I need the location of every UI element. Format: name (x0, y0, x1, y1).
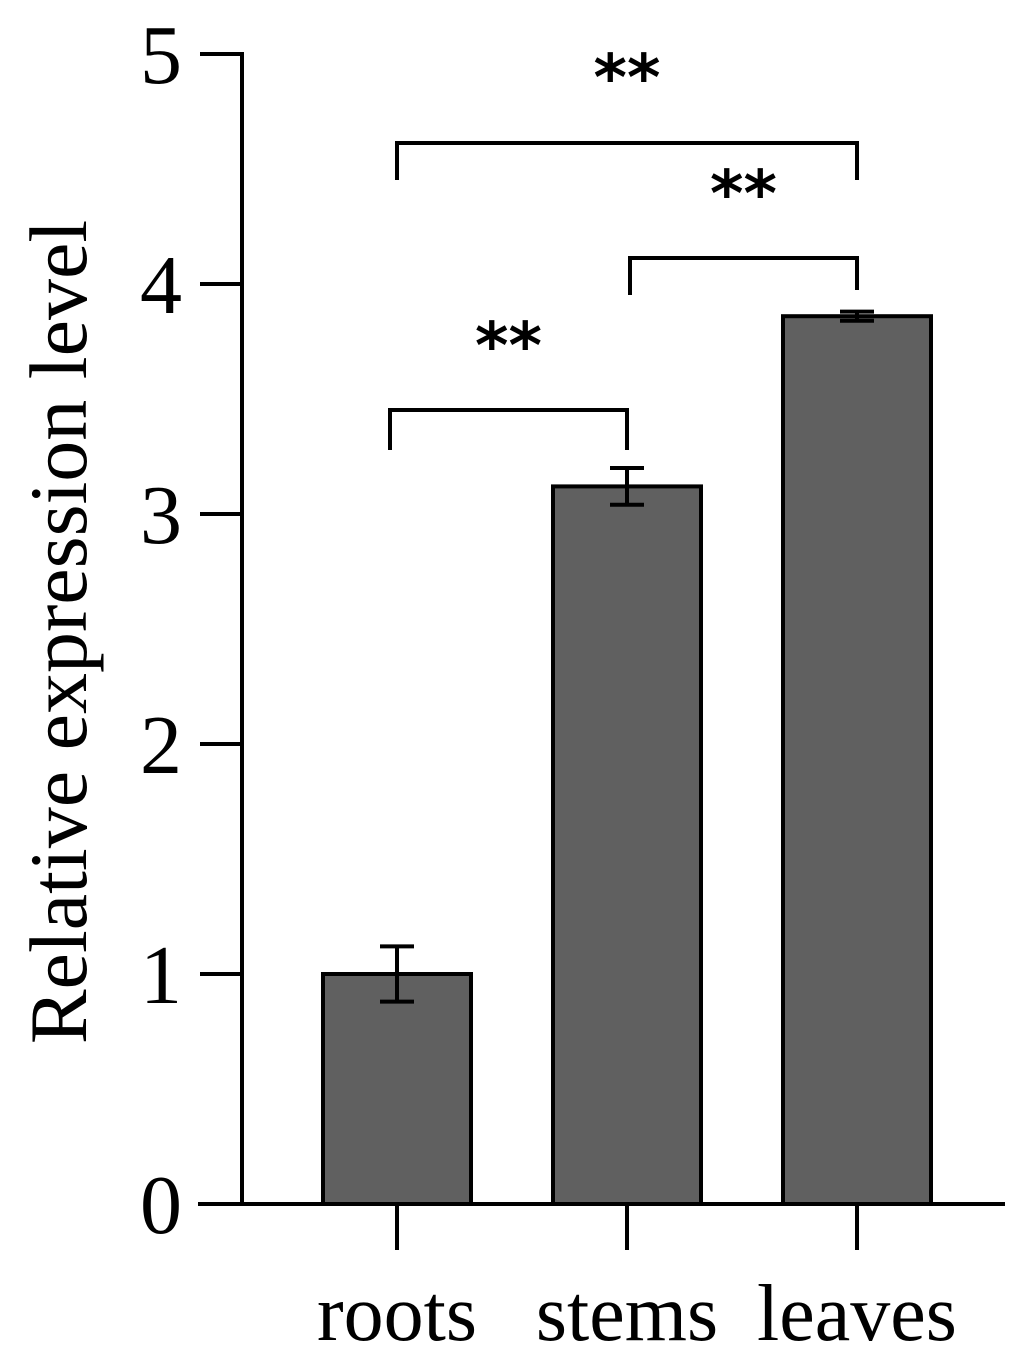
x-tick-label-roots: roots (317, 1270, 477, 1358)
bracket-line (395, 141, 859, 180)
axes-layer: 0 1 2 3 4 5 roots stems leaves (140, 9, 1005, 1358)
bracket-line (388, 408, 629, 450)
significance-label: ** (594, 42, 661, 116)
error-bar-roots (380, 944, 414, 1004)
significance-bracket-roots-stems: ** (388, 310, 629, 450)
y-tick-label-4: 4 (140, 239, 182, 332)
x-tick-label-leaves: leaves (757, 1270, 957, 1358)
error-bar-stems (610, 466, 644, 507)
y-tick-label-0: 0 (140, 1159, 182, 1252)
significance-layer: ** ** ** (388, 42, 859, 450)
x-tick-label-stems: stems (536, 1270, 718, 1358)
bracket-line (628, 256, 859, 295)
bar-leaves (781, 314, 933, 1206)
y-tick-label-5: 5 (140, 9, 182, 102)
significance-label: ** (710, 158, 777, 232)
y-tick-label-3: 3 (140, 469, 182, 562)
y-tick-label-2: 2 (140, 699, 182, 792)
bar-roots (321, 972, 473, 1206)
significance-label: ** (475, 310, 542, 384)
significance-bracket-roots-leaves: ** (395, 42, 859, 180)
bar-stems (551, 484, 703, 1206)
significance-bracket-stems-leaves: ** (628, 158, 859, 295)
error-bar-leaves (840, 309, 874, 323)
y-axis-label: Relative expression level (13, 220, 104, 1044)
error-bars-layer (380, 309, 874, 1004)
y-tick-label-1: 1 (140, 929, 182, 1022)
